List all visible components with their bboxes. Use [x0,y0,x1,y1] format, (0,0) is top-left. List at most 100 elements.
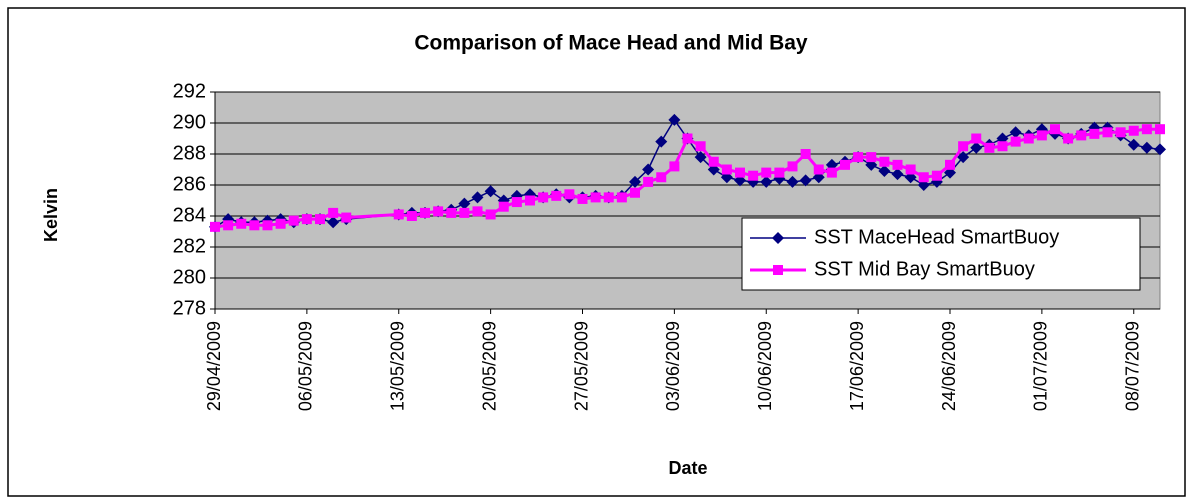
data-point [1089,128,1100,139]
data-point [1023,133,1034,144]
data-point [420,207,430,218]
data-point [393,209,404,220]
data-point [878,165,891,178]
data-point [629,175,641,188]
data-point [406,211,417,221]
data-point [760,175,773,188]
data-point [525,195,535,206]
data-point [210,221,220,232]
y-tick-label: 278 [173,297,206,319]
data-point [799,174,812,187]
data-point [668,113,681,126]
data-point [958,141,969,152]
data-point [223,220,234,231]
legend-marker [773,265,783,275]
data-point [642,163,655,176]
data-point [786,175,799,188]
x-tick-label: 10/06/2009 [755,321,775,411]
data-point [564,189,575,200]
data-point [997,141,1008,152]
data-point [655,135,668,148]
data-point [551,190,562,201]
data-point [484,185,497,198]
y-tick-label: 280 [173,266,206,288]
y-tick-label: 292 [173,80,206,102]
data-point [694,151,707,164]
data-point [1010,136,1021,147]
data-point [249,220,260,231]
x-tick-label: 13/05/2009 [388,321,408,411]
data-point [879,156,890,167]
data-point [577,193,588,204]
data-point [458,197,471,210]
data-point [301,214,312,225]
data-point [918,172,929,183]
data-point [1155,124,1165,135]
data-point [774,167,785,178]
data-point [1076,130,1087,141]
data-point [891,168,904,181]
x-tick-label: 01/07/2009 [1031,321,1051,411]
data-point [433,206,444,217]
y-tick-label: 284 [173,204,206,226]
data-point [590,192,601,203]
legend-box [741,217,1141,291]
data-point [761,167,772,178]
data-point [485,209,496,220]
data-point [840,159,850,170]
data-point [603,192,614,203]
x-tick-label: 24/06/2009 [939,321,959,411]
data-point [787,161,798,172]
data-point [1050,124,1060,135]
data-point [800,149,811,159]
data-point [957,151,970,164]
x-tick-label: 17/06/2009 [847,321,867,411]
y-tick-label: 288 [173,142,206,164]
data-point [945,159,955,170]
series-line [214,127,1160,229]
data-point [538,192,549,203]
data-point [708,156,719,167]
x-tick-label: 08/07/2009 [1123,321,1143,411]
data-point [1140,141,1153,154]
data-point [315,214,325,225]
data-point [1063,133,1074,144]
x-tick-label: 29/04/2009 [204,321,224,411]
data-point [826,167,837,178]
data-point [656,172,667,183]
legend-label: SST Mid Bay SmartBuoy [814,258,1035,280]
data-point [630,187,640,198]
data-point [262,220,273,231]
x-tick-label: 06/05/2009 [296,321,316,411]
y-tick-label: 282 [173,235,206,257]
data-point [616,192,627,203]
legend-marker [772,232,784,244]
y-axis-label: Kelvin [41,188,61,242]
data-point [721,164,732,175]
y-tick-label: 286 [173,173,206,195]
data-point [459,207,470,218]
data-point [1102,127,1113,138]
series-line [214,118,1161,228]
data-point [735,167,745,178]
data-point [327,216,340,229]
data-point [471,191,484,204]
data-point [328,207,339,218]
data-point [813,164,824,175]
y-tick-label: 290 [173,111,206,133]
data-point [498,201,509,212]
x-tick-label: 20/05/2009 [479,321,499,411]
data-point [1154,143,1166,156]
data-point [288,215,299,226]
data-point [931,170,942,181]
data-point [236,218,247,229]
data-point [970,141,983,154]
data-point [1128,125,1139,136]
data-point [511,197,522,208]
data-point [748,170,759,181]
data-point [446,207,457,218]
data-point [892,159,903,170]
data-point [695,141,706,152]
